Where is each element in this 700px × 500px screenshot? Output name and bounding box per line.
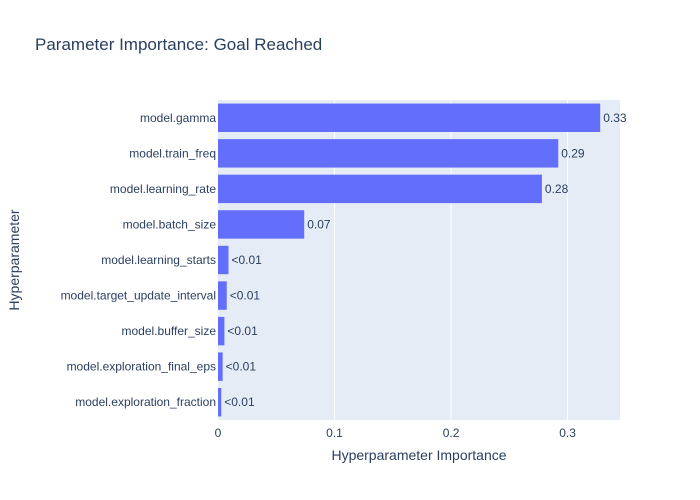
x-tick-label: 0.2 [443, 426, 460, 440]
bar [218, 210, 305, 239]
bar [218, 388, 222, 417]
y-tick-label: model.exploration_fraction [75, 395, 216, 409]
x-tick-label: 0.3 [559, 426, 576, 440]
data-label: <0.01 [226, 360, 257, 374]
x-tick-label: 0.1 [326, 426, 343, 440]
y-tick-label: model.target_update_interval [61, 289, 216, 303]
bar [218, 139, 559, 168]
data-label: 0.28 [545, 182, 569, 196]
data-label: <0.01 [227, 324, 258, 338]
y-tick-label: model.learning_starts [101, 253, 216, 267]
data-label: 0.33 [603, 111, 627, 125]
y-tick-label: model.train_freq [129, 146, 216, 160]
bar [218, 103, 601, 132]
bar [218, 245, 229, 275]
data-labels: 0.33 0.29 0.28 0.07 <0.01 <0.01 <0.01 <0.01 <0.0… [224, 111, 627, 409]
data-label: <0.01 [224, 395, 255, 409]
y-tick-labels: model.gamma model.train_freq model.learnin… [61, 111, 217, 409]
x-tick-labels: 0 0.1 0.2 0.3 [215, 426, 577, 440]
y-tick-label: model.learning_rate [110, 182, 216, 196]
bars-group [218, 103, 601, 417]
data-label: <0.01 [231, 253, 262, 267]
data-label: 0.29 [561, 146, 585, 160]
x-tick-label: 0 [215, 426, 222, 440]
y-tick-label: model.buffer_size [122, 324, 217, 338]
chart-title: Parameter Importance: Goal Reached [35, 35, 322, 54]
bar [218, 174, 542, 204]
bar [218, 352, 223, 381]
y-tick-label: model.exploration_final_eps [67, 360, 216, 374]
y-tick-label: model.batch_size [123, 217, 217, 231]
y-tick-label: model.gamma [140, 111, 216, 125]
bar [218, 281, 227, 310]
data-label: <0.01 [230, 289, 261, 303]
x-axis-title: Hyperparameter Importance [331, 447, 506, 463]
y-axis-title: Hyperparameter [6, 209, 22, 310]
bar [218, 316, 225, 346]
data-label: 0.07 [307, 217, 331, 231]
